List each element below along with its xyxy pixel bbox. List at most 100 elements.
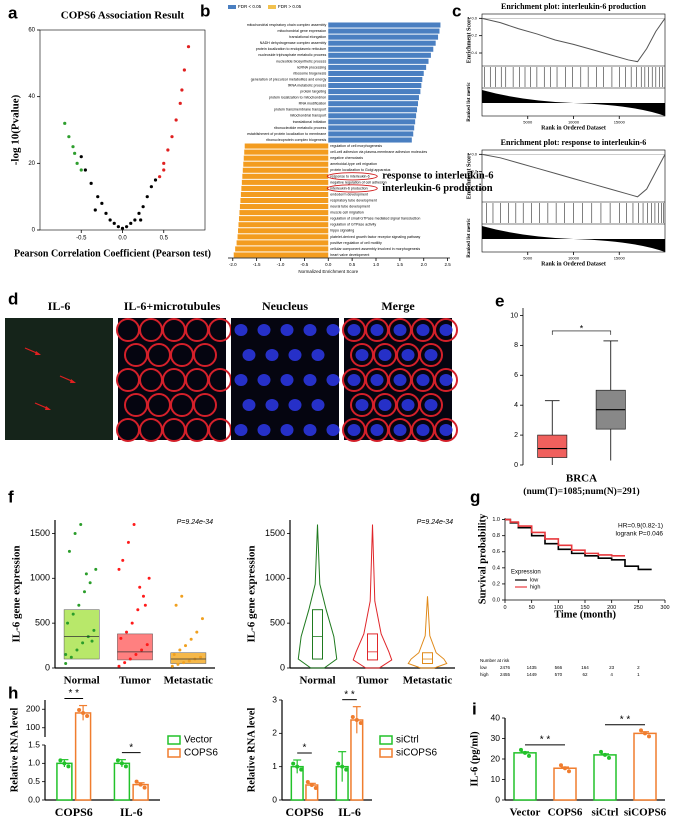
point — [176, 662, 180, 666]
nucleus — [303, 374, 317, 386]
nucleus — [401, 399, 415, 411]
nucleus — [280, 424, 294, 436]
nucleus — [257, 424, 271, 436]
point — [138, 585, 142, 589]
x-tick-label: Vector — [510, 807, 541, 819]
x-tick-label: 300 — [660, 605, 669, 611]
nucleus — [393, 424, 407, 436]
y-tick-label: 500 — [35, 618, 50, 628]
y-tick-label: 0.2 — [492, 581, 500, 587]
replicate-dot — [523, 750, 527, 755]
bar-label: cellular component assembly involved in … — [330, 247, 420, 251]
cell-outline — [419, 393, 443, 417]
bar-label: tRNA metabolic process — [288, 83, 327, 87]
y-tick-label: 0 — [45, 662, 50, 672]
box — [170, 652, 207, 664]
cell-outline — [434, 318, 458, 342]
point — [126, 540, 130, 544]
bar-label: regulation of cell morphogenesis — [330, 144, 382, 148]
bar-label: positive regulation of cell motility — [330, 241, 382, 245]
replicate-dot — [85, 713, 90, 718]
bar-label: muscle cell migration — [330, 211, 364, 215]
x-tick-label: 0.5 — [160, 235, 169, 241]
legend-label: high — [530, 584, 540, 590]
point — [195, 630, 199, 634]
legend-swatch — [167, 748, 181, 758]
point — [94, 567, 98, 571]
bar — [74, 712, 92, 801]
risk-row-label: low — [480, 665, 488, 670]
bar-label: translational initiation — [293, 120, 327, 124]
replicate-dot — [350, 715, 355, 719]
point — [137, 211, 141, 215]
y-tick-label: 10 — [510, 312, 518, 319]
bar-label: neural tube development — [330, 205, 370, 209]
x-tick-label: Tumor — [357, 675, 389, 687]
significance: * — [303, 743, 307, 754]
y-axis-label: Enrichment Score — [466, 16, 472, 63]
bar-label: NADH dehydrogenase complex assembly — [260, 41, 327, 45]
bar — [328, 70, 424, 76]
point — [117, 567, 121, 571]
bar-label: generation of precursor metabolites and … — [251, 77, 327, 81]
y-axis-label: Relative RNA level — [246, 708, 257, 793]
bar — [243, 155, 329, 161]
point — [136, 608, 140, 612]
point — [132, 522, 136, 526]
x-axis-label: Pearson Correlation Coefficient (Pearson… — [14, 248, 211, 259]
bar — [328, 107, 418, 113]
bar — [233, 252, 329, 258]
legend-label: FDR > 0.05 — [278, 4, 302, 9]
x-tick-label: -1.5 — [253, 262, 261, 267]
y-axis-label: Survival probability — [477, 513, 488, 604]
nucleus — [234, 424, 248, 436]
point — [143, 603, 147, 607]
bar-label: RNA modification — [299, 102, 327, 106]
bar — [513, 752, 537, 801]
bar-label: ribosome biogenesis — [293, 71, 326, 75]
legend-swatch — [228, 5, 236, 9]
bar-label: respiratory tube development — [330, 198, 377, 202]
replicate-dot — [309, 783, 314, 787]
point — [84, 572, 88, 576]
replicate-dot — [134, 779, 139, 784]
replicate-dot — [603, 752, 607, 757]
replicate-dot — [123, 764, 128, 769]
point — [187, 659, 191, 663]
point — [116, 225, 120, 229]
x-tick-label: siCtrl — [592, 807, 619, 819]
nucleus — [439, 324, 453, 336]
nucleus — [416, 424, 430, 436]
x-axis-label: Normalized Enrichment Score — [298, 269, 358, 274]
replicate-dot — [142, 785, 147, 790]
significance: * * — [620, 714, 631, 725]
x-tick-label: -0.5 — [301, 262, 309, 267]
nucleus — [311, 349, 325, 361]
y-axis-label: Relative RNA level — [9, 708, 20, 793]
bar-label: cell-cell adhesion via plasma-membrane a… — [330, 150, 427, 154]
x-tick-label: -0.5 — [76, 235, 87, 241]
bar-label: nucleoside triphosphate metabolic proces… — [258, 53, 326, 57]
point — [149, 185, 153, 189]
significance: * * — [344, 689, 355, 700]
point — [145, 643, 149, 647]
replicate-dot — [354, 718, 359, 722]
cell-outline — [434, 418, 458, 442]
nucleus — [416, 374, 430, 386]
bar — [328, 28, 440, 34]
p-value: P=9.24e-34 — [177, 519, 213, 526]
nucleus — [326, 324, 340, 336]
nucleus — [288, 349, 302, 361]
y-tick-label: 0 — [495, 794, 500, 804]
cell-outline — [193, 343, 217, 367]
cell-outline — [434, 368, 458, 392]
replicate-dot — [58, 758, 63, 763]
panel-letter: i — [472, 699, 477, 718]
point — [180, 594, 184, 598]
enrichment-line — [481, 153, 666, 198]
annotation: interleukin-6 production — [382, 183, 493, 194]
bar — [236, 240, 329, 246]
panel-letter: h — [8, 683, 18, 702]
bar-label: response to interleukin-6 — [330, 174, 369, 178]
risk-count: 164 — [581, 665, 589, 670]
